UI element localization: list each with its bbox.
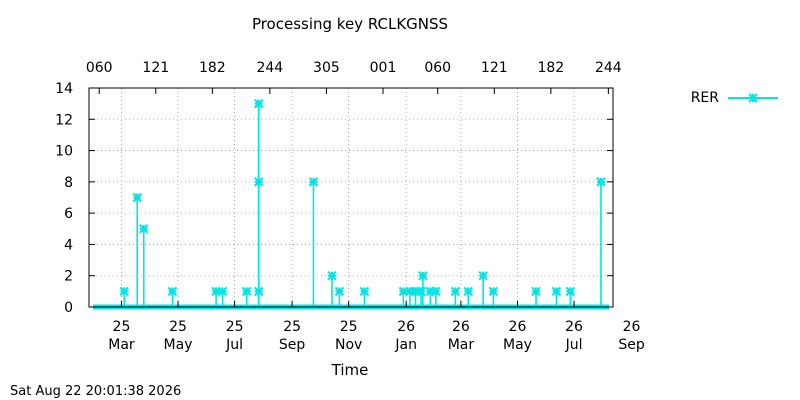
data-point [132,192,142,203]
y-tick-label: 4 [64,237,73,253]
x-tick-label-month: Jul [565,337,583,353]
top-tick-label: 121 [142,60,169,76]
x-tick-label-month: Sep [618,337,645,353]
y-tick-label: 14 [55,81,73,97]
data-point [217,286,228,297]
x-tick-label-day: 26 [397,319,415,335]
x-tick-label-month: Nov [335,337,362,353]
data-point [551,286,562,297]
y-tick-label: 12 [55,112,73,128]
top-tick-label: 182 [537,60,564,76]
data-point [488,286,499,297]
top-tick-label: 244 [256,60,283,76]
series-rer [93,98,609,310]
legend-marker-rer [748,93,758,103]
top-tick-label: 060 [424,60,451,76]
data-point [308,177,319,187]
data-point [254,286,264,297]
top-axis-ticks: 060 121 182 244 305 001 060 121 182 244 [86,60,622,94]
data-point [327,271,337,281]
y-tick-label: 0 [64,300,73,316]
x-tick-label-month: Mar [108,337,135,353]
x-tick-label-month: Mar [448,337,475,353]
y-axis-ticks: 0 2 4 6 8 10 12 14 [55,81,613,316]
top-tick-label: 060 [86,60,113,76]
data-point [254,177,264,187]
x-tick-label-day: 25 [226,319,244,335]
data-point [334,286,345,297]
x-tick-label-month: Jul [225,337,243,353]
x-axis-label: Time [331,361,369,379]
top-tick-label: 305 [313,60,340,76]
x-tick-label-day: 26 [623,319,641,335]
x-tick-label-month: Jan [394,337,417,353]
x-tick-label-day: 26 [452,319,470,335]
x-tick-label-month: Sep [279,337,306,353]
data-point [463,286,474,297]
x-tick-label-day: 25 [113,319,131,335]
footer-timestamp: Sat Aug 22 20:01:38 2026 [10,384,181,399]
top-tick-label: 244 [595,60,622,76]
legend-label-rer: RER [691,90,720,106]
plot-frame [88,87,614,308]
legend-marker-symbol [748,93,758,103]
data-point [139,224,149,234]
data-point [431,286,441,297]
x-tick-label-day: 26 [565,319,583,335]
x-tick-label-day: 25 [340,319,358,335]
data-point [416,286,426,297]
data-point [565,286,576,297]
x-tick-label-day: 25 [169,319,187,335]
data-point [418,271,428,281]
top-tick-label: 182 [199,60,226,76]
data-point [596,177,606,187]
data-point [531,286,541,297]
data-point [119,286,129,297]
legend: RER [691,90,778,106]
x-tick-label-month: May [164,337,193,353]
grid-lines [89,87,613,308]
x-axis-ticks: 25 Mar 25 May 25 Jul 25 Sep 25 Nov 26 Jan 26 Mar 26 May… [108,301,645,353]
x-tick-label-day: 26 [509,319,527,335]
top-tick-label: 121 [481,60,508,76]
top-tick-label: 001 [370,60,397,76]
data-point [478,271,488,281]
data-point [167,286,178,297]
data-point [450,286,461,297]
chart-title: Processing key RCLKGNSS [252,15,448,33]
y-tick-label: 2 [64,269,73,285]
data-point [359,286,370,297]
x-tick-label-month: May [503,337,532,353]
y-tick-label: 10 [55,144,73,160]
x-tick-label-day: 25 [283,319,301,335]
data-point [254,98,264,109]
y-tick-label: 6 [64,206,73,222]
data-point [241,286,252,297]
y-tick-label: 8 [64,175,73,191]
